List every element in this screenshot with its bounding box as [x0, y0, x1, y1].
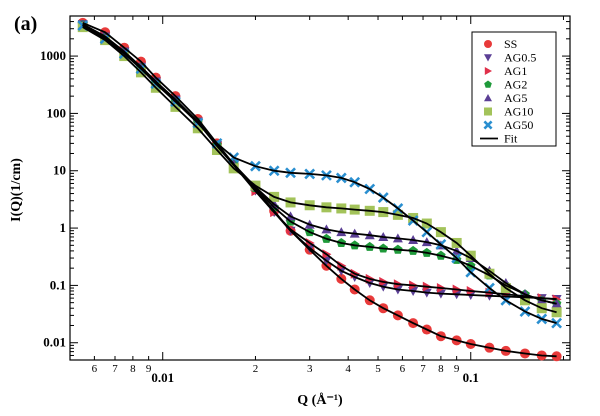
legend-marker-ss — [484, 40, 492, 48]
y-tick-label: 0.01 — [43, 335, 66, 350]
point-ag10-28 — [551, 307, 562, 318]
panel-label: (a) — [14, 13, 37, 35]
legend-label-ss: SS — [504, 37, 517, 51]
fit-lines — [82, 21, 557, 358]
legend-label-ag0-5: AG0.5 — [504, 51, 536, 65]
x-tick-label: 3 — [307, 363, 313, 375]
legend-marker-ag10 — [484, 107, 492, 116]
x-tick-label: 7 — [420, 363, 426, 375]
y-tick-label: 100 — [47, 105, 67, 120]
point-ag50-28 — [551, 317, 563, 329]
x-axis-title: Q (Å⁻¹) — [297, 392, 343, 408]
fit-line-ag50 — [82, 24, 557, 324]
y-tick-label: 0.1 — [50, 277, 66, 292]
y-tick-label: 1 — [60, 220, 67, 235]
x-tick-label: 6 — [400, 363, 406, 375]
legend-marker-ag2 — [484, 80, 492, 88]
fit-line-ss — [82, 21, 557, 358]
legend-label-ag1: AG1 — [504, 64, 527, 78]
y-tick-label: 10 — [53, 163, 66, 178]
x-tick-label: 2 — [253, 363, 259, 375]
x-tick-label: 4 — [345, 363, 351, 375]
y-axis-title: I(Q)(1/cm) — [9, 158, 24, 222]
x-tick-label: 0.01 — [151, 370, 174, 385]
legend-marker-ag5 — [484, 94, 492, 102]
legend-marker-ag0-5 — [484, 54, 492, 62]
fit-line-ag10 — [82, 26, 557, 314]
legend-label-ag50: AG50 — [504, 118, 533, 132]
legend-label-ag2: AG2 — [504, 78, 527, 92]
x-tick-label: 7 — [112, 363, 118, 375]
x-tick-label: 0.1 — [463, 370, 479, 385]
x-tick-label: 9 — [454, 363, 460, 375]
point-ag50-28-stroke — [551, 317, 563, 329]
x-tick-label: 9 — [146, 363, 152, 375]
legend-marker-ag1 — [484, 67, 492, 75]
point-ss-28 — [551, 351, 562, 362]
fit-line-ag0-5 — [82, 23, 557, 300]
x-tick-label: 8 — [438, 363, 444, 375]
legend-marker-ag50-stroke — [483, 120, 493, 130]
x-tick-label: 8 — [130, 363, 136, 375]
legend-label-ag5: AG5 — [504, 91, 527, 105]
x-tick-label: 6 — [92, 363, 98, 375]
legend-marker-ag50 — [483, 120, 493, 130]
legend-label-ag10: AG10 — [504, 105, 533, 119]
legend-label-fit: Fit — [504, 132, 518, 146]
y-tick-label: 1000 — [40, 48, 66, 63]
x-tick-label: 5 — [375, 363, 381, 375]
